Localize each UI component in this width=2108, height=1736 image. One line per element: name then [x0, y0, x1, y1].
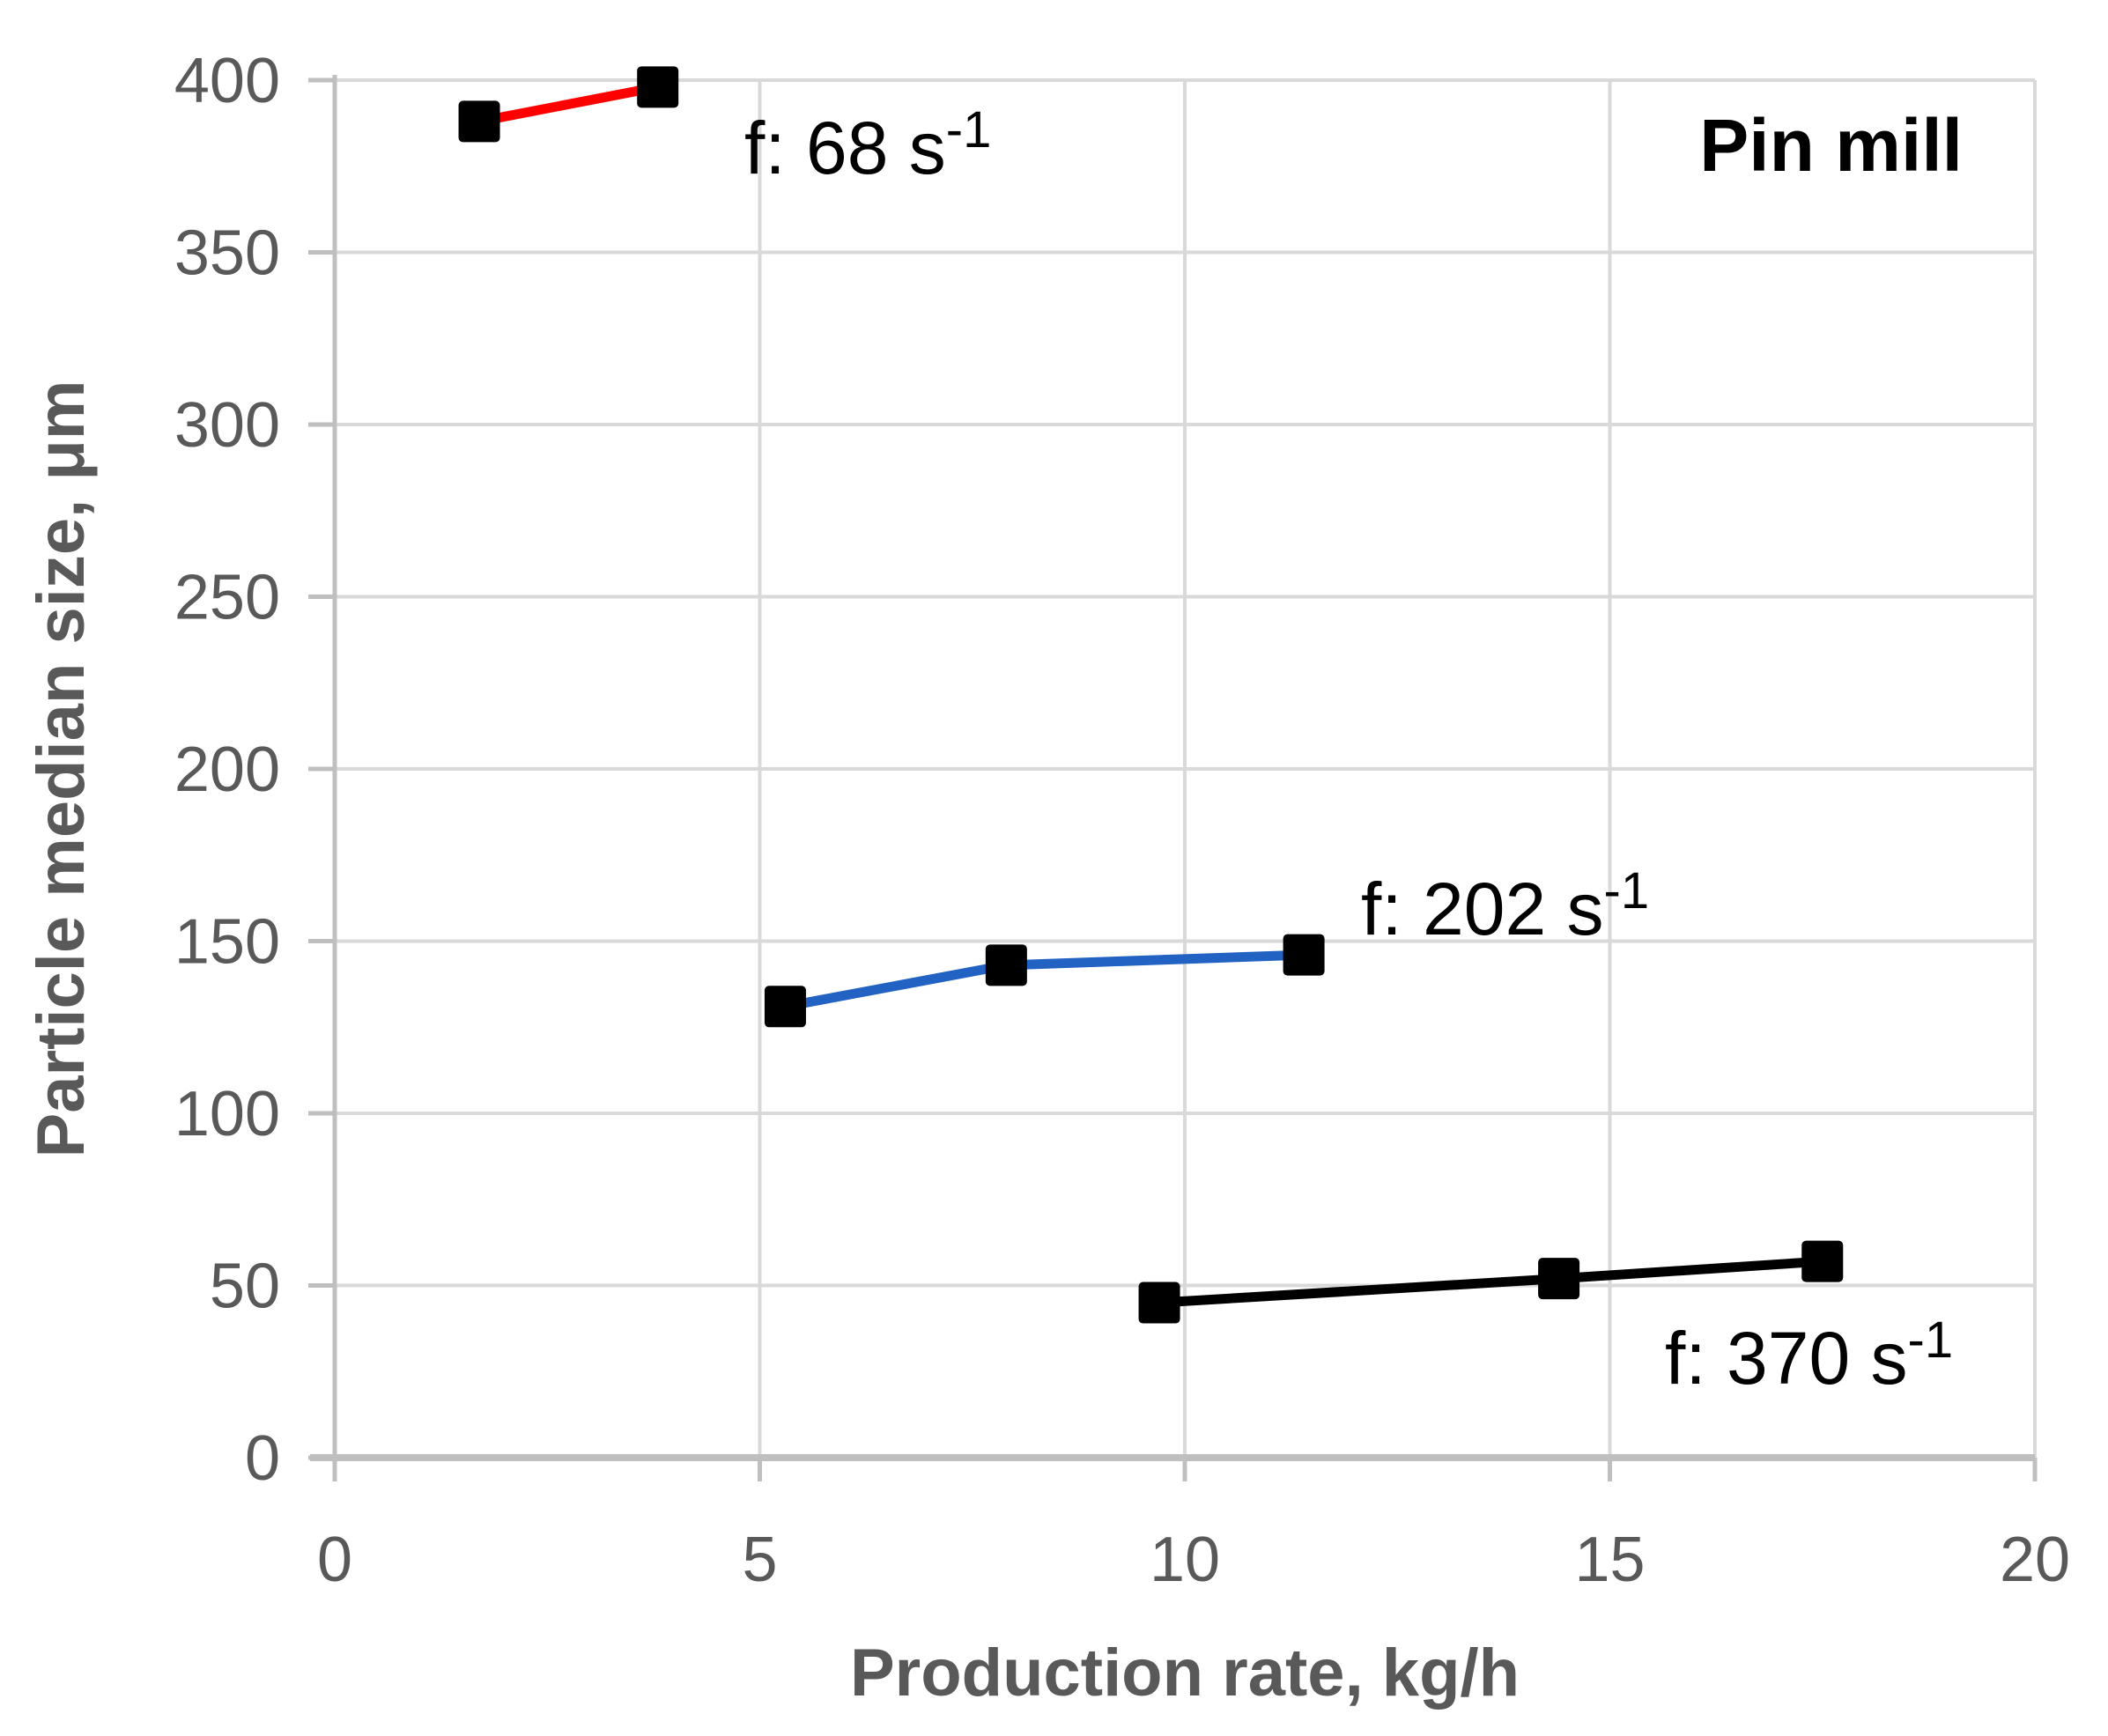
- data-point-0-1: [637, 66, 679, 108]
- series-label-f370: f: 370 s-1: [1665, 1311, 1954, 1411]
- y-axis-title: Particle median size, μm: [24, 380, 99, 1158]
- data-point-1-0: [764, 986, 806, 1028]
- series-line-0: [478, 82, 659, 127]
- x-tick-label-10: 10: [1150, 1525, 1220, 1595]
- data-point-2-0: [1138, 1282, 1180, 1324]
- y-tick-label-50: 50: [210, 1252, 280, 1322]
- y-tick-label-300: 300: [174, 390, 280, 461]
- series-label-f370-text: f: 370 s: [1665, 1317, 1908, 1400]
- x-tick-label-15: 15: [1574, 1525, 1645, 1595]
- y-tick-label-100: 100: [174, 1079, 280, 1149]
- series-label-f202-text: f: 202 s: [1361, 868, 1604, 950]
- y-tick-label-200: 200: [174, 735, 280, 805]
- x-tick-label-0: 0: [317, 1525, 352, 1595]
- x-tick-label-5: 5: [742, 1525, 777, 1595]
- y-tick-label-150: 150: [174, 907, 280, 978]
- x-tick-label-20: 20: [2000, 1525, 2070, 1595]
- y-tick-label-400: 400: [174, 46, 280, 116]
- y-tick-label-250: 250: [174, 563, 280, 633]
- chart-corner-label: Pin mill: [1699, 104, 1963, 187]
- data-point-1-2: [1283, 934, 1325, 976]
- data-point-2-1: [1538, 1258, 1580, 1300]
- series-label-f68-sup: -1: [945, 101, 992, 159]
- x-axis-title: Production rate, kg/h: [849, 1636, 1520, 1710]
- series-label-f202-sup: -1: [1603, 862, 1650, 920]
- data-point-0-0: [458, 100, 500, 143]
- data-point-2-2: [1801, 1240, 1844, 1282]
- data-point-1-1: [985, 944, 1027, 986]
- series-line-1: [784, 949, 1305, 1012]
- series-label-f370-sup: -1: [1907, 1311, 1954, 1369]
- y-tick-label-350: 350: [174, 218, 280, 289]
- series-line-2: [1158, 1256, 1823, 1308]
- series-label-f68: f: 68 s-1: [744, 101, 992, 201]
- series-label-f68-text: f: 68 s: [744, 107, 946, 189]
- y-tick-label-0: 0: [245, 1423, 280, 1494]
- series-label-f202: f: 202 s-1: [1361, 862, 1650, 962]
